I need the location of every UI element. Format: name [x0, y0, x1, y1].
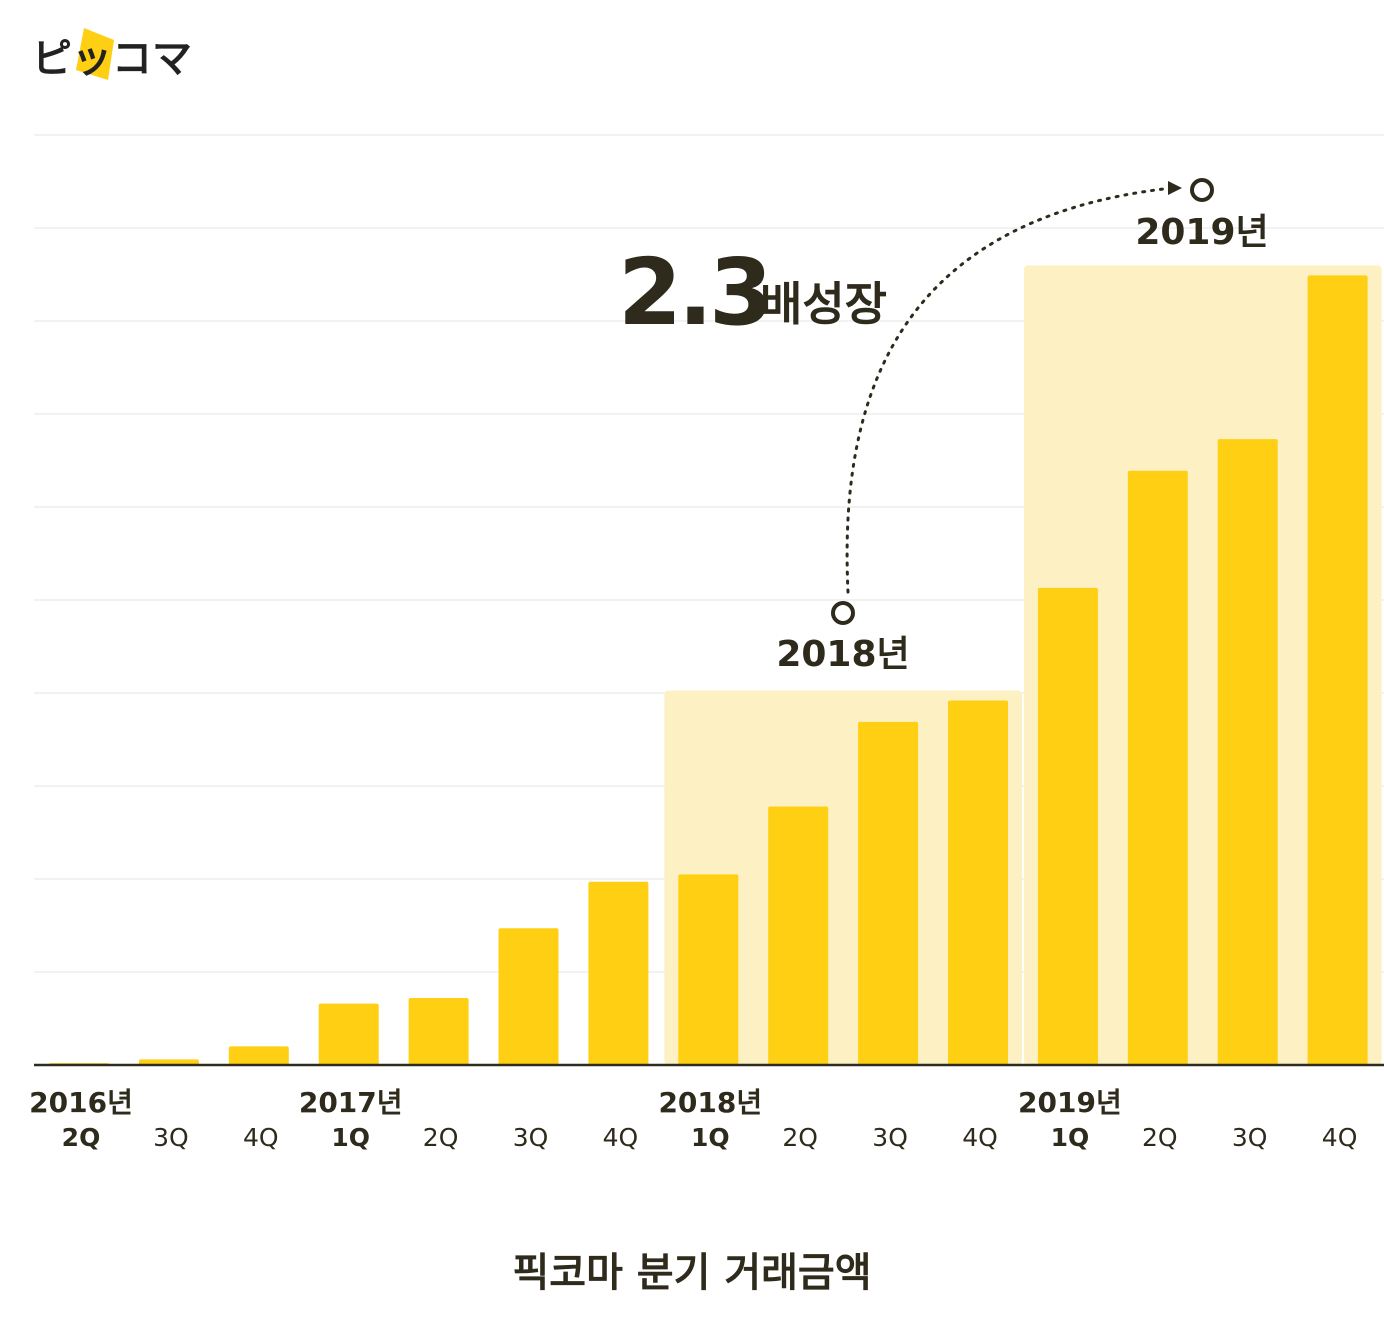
bar	[498, 928, 559, 1065]
quarter-label: 4Q	[1322, 1123, 1358, 1152]
bar	[228, 1046, 289, 1065]
quarter-label: 1Q	[331, 1123, 370, 1152]
growth-arrow-path	[845, 186, 1174, 594]
quarter-label: 3Q	[872, 1123, 908, 1152]
highlight-box	[1023, 265, 1382, 1065]
bar	[1127, 470, 1188, 1066]
bar	[408, 998, 469, 1065]
quarter-label: 2Q	[1142, 1123, 1178, 1152]
highlight-label-2019: 2019년	[1135, 212, 1268, 253]
year-label: 2018년	[658, 1086, 762, 1119]
quarter-label: 2Q	[423, 1123, 459, 1152]
bar	[768, 806, 829, 1065]
bar	[1037, 587, 1098, 1065]
quarter-label: 3Q	[153, 1123, 189, 1152]
quarter-label: 2Q	[782, 1123, 818, 1152]
growth-number: 2.3	[618, 239, 769, 346]
bar	[948, 700, 1008, 1065]
year-label: 2019년	[1018, 1086, 1122, 1119]
arrow-head-icon	[1168, 181, 1182, 195]
quarter-label: 1Q	[691, 1123, 730, 1152]
quarter-label: 3Q	[513, 1123, 549, 1152]
growth-text: 배성장	[760, 277, 887, 331]
quarter-label: 2Q	[62, 1123, 101, 1152]
quarter-label: 3Q	[1232, 1123, 1268, 1152]
year-label: 2017년	[299, 1086, 403, 1119]
bar	[858, 721, 919, 1065]
svg-text:ピッコマ: ピッコマ	[32, 36, 192, 82]
bar	[318, 1003, 379, 1065]
bar	[588, 881, 649, 1065]
piccoma-logo: ピッコマ	[32, 28, 192, 82]
quarter-label: 4Q	[962, 1123, 998, 1152]
bar	[1217, 439, 1278, 1065]
year-label: 2016년	[29, 1086, 133, 1119]
highlight-label-2018: 2018년	[776, 634, 909, 675]
bar	[1307, 275, 1368, 1065]
highlight-box	[664, 690, 1022, 1065]
bar	[138, 1059, 199, 1065]
chart-title: 픽코마 분기 거래금액	[512, 1250, 872, 1296]
marker-2019	[1190, 178, 1214, 202]
quarter-label: 4Q	[243, 1123, 279, 1152]
quarter-label: 4Q	[603, 1123, 639, 1152]
bar	[678, 874, 739, 1065]
marker-2018	[831, 601, 855, 625]
quarter-label: 1Q	[1051, 1123, 1090, 1152]
